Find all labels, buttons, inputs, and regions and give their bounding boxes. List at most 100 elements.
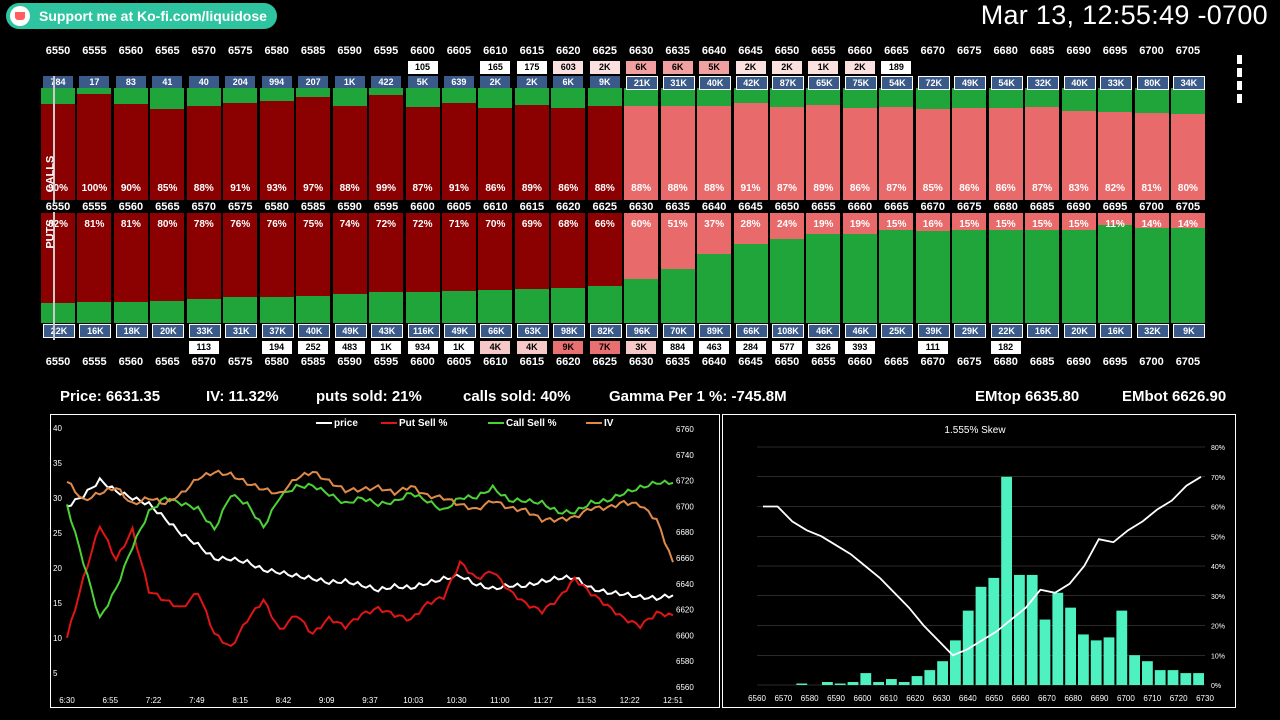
call-unsold-bar (660, 88, 695, 106)
put-sold-bar (41, 213, 75, 303)
put-volume-box: 182 (990, 341, 1021, 354)
skew-bar (1129, 655, 1140, 685)
call-oi-box: 9K (589, 76, 620, 88)
skew-bar-chart: 1.555% Skew 80% 70% 60% 50% 40% 30% 20% 10% 0% 656… (722, 414, 1236, 708)
strike-mid-label: 6580 (264, 201, 289, 213)
put-sold-percent: 15% (995, 219, 1016, 230)
skew-bar (1090, 640, 1102, 685)
strike-mid-label: 6575 (228, 201, 253, 213)
strike-mid-label: 6555 (82, 201, 107, 213)
emtop-stat: EMtop 6635.80 (975, 388, 1080, 405)
clock-timestamp: Mar 13, 12:55:49 -0700 (980, 0, 1268, 30)
gamma-stat: Gamma Per 1 %: -745.8M (609, 388, 787, 405)
strike-top-label: 6645 (738, 45, 763, 57)
strike-bottom-label: 6685 (1029, 356, 1055, 368)
strike-top-label: 6560 (118, 45, 144, 57)
strike-top-label: 6660 (847, 45, 873, 57)
y-left-tick-label: 5 (53, 669, 58, 678)
kofi-support-link[interactable]: Support me at Ko-fi.com/liquidose (6, 3, 277, 29)
call-sold-percent: 85% (157, 183, 178, 194)
call-unsold-bar (113, 88, 148, 104)
x-tick-label: 6690 (1091, 694, 1109, 703)
put-oi-box: 108K (772, 324, 804, 338)
y-right-tick-label: 6740 (676, 451, 694, 460)
y-right-tick-label: 80% (1211, 445, 1225, 452)
skew-bar (822, 682, 833, 685)
x-tick-label: 11:27 (533, 696, 553, 705)
put-oi-box: 116K (407, 324, 440, 338)
strike-top-label: 6580 (264, 45, 289, 57)
skew-bar (975, 586, 987, 685)
skew-bar (1039, 619, 1051, 685)
put-oi-box: 46K (844, 324, 877, 338)
x-tick-label: 9:37 (362, 696, 378, 705)
strike-mid-label: 6615 (519, 201, 545, 213)
put-unsold-bar (150, 301, 185, 323)
put-volume-box: 577 (772, 341, 802, 354)
call-unsold-bar (770, 88, 804, 107)
x-tick-label: 6:30 (59, 696, 75, 705)
x-tick-label: 7:22 (146, 696, 162, 705)
x-tick-label: 10:03 (403, 696, 424, 705)
put-unsold-bar (842, 234, 877, 323)
y-right-tick-label: 6620 (676, 606, 694, 615)
call-oi-box: 54K (990, 76, 1023, 90)
series-line-price (66, 476, 674, 602)
put-sold-bar (915, 213, 950, 231)
put-volume-box: 252 (298, 341, 329, 354)
put-volume-box: 393 (844, 341, 875, 354)
y-right-tick-label: 6700 (676, 502, 694, 511)
call-oi-box: 40K (699, 76, 732, 90)
put-sold-bar (1170, 213, 1205, 228)
call-oi-box: 40 (188, 76, 219, 88)
put-oi-box: 82K (589, 324, 622, 338)
x-tick-label: 11:53 (577, 696, 597, 705)
put-unsold-bar (478, 290, 513, 323)
call-unsold-bar (1170, 88, 1205, 114)
put-unsold-bar (1098, 225, 1133, 323)
iv-stat: IV: 11.32% (206, 388, 279, 405)
call-sold-percent: 97% (303, 183, 324, 194)
x-tick-label: 6720 (1170, 694, 1188, 703)
call-sold-bar (369, 95, 404, 200)
call-oi-box: 784 (43, 76, 73, 88)
put-unsold-bar (587, 286, 622, 323)
strike-bottom-label: 6690 (1066, 356, 1091, 368)
y-left-tick-label: 35 (53, 459, 62, 468)
call-sold-percent: 88% (667, 183, 688, 194)
x-tick-label: 6700 (1117, 694, 1135, 703)
put-volume-box: 3K (626, 341, 657, 354)
put-unsold-bar (223, 297, 258, 323)
call-volume-box: 6K (662, 61, 693, 74)
call-sold-percent: 86% (959, 183, 980, 194)
put-unsold-bar (624, 279, 659, 323)
put-unsold-bar (697, 254, 732, 323)
call-oi-box: 2K (516, 76, 547, 88)
put-unsold-bar (369, 292, 404, 323)
strike-bottom-label: 6645 (738, 356, 763, 368)
call-oi-box: 87K (772, 76, 804, 90)
x-tick-label: 8:42 (276, 696, 292, 705)
put-sold-percent: 71% (448, 219, 469, 230)
put-sold-bar (478, 213, 513, 290)
strike-bottom-label: 6705 (1175, 356, 1201, 368)
put-volume-box: 934 (407, 341, 438, 354)
y-right-tick-label: 6760 (676, 425, 694, 434)
put-unsold-bar (770, 239, 804, 323)
legend-label: price (334, 418, 358, 429)
put-sold-percent: 14% (1141, 219, 1162, 230)
put-sold-bar (405, 213, 440, 292)
y-left-tick-label: 30 (53, 494, 62, 503)
put-sold-percent: 28% (740, 219, 761, 230)
call-unsold-bar (879, 88, 914, 107)
strike-top-label: 6605 (446, 45, 472, 57)
call-sold-bar (332, 106, 367, 200)
strike-bottom-label: 6675 (957, 356, 982, 368)
price-stat: Price: 6631.35 (60, 388, 161, 405)
call-sold-bar (1170, 114, 1205, 200)
put-oi-box: 20K (1063, 324, 1096, 338)
x-tick-label: 6680 (1064, 694, 1082, 703)
call-volume-box: 2K (844, 61, 875, 74)
call-unsold-bar (697, 88, 732, 106)
put-unsold-bar (915, 231, 950, 323)
